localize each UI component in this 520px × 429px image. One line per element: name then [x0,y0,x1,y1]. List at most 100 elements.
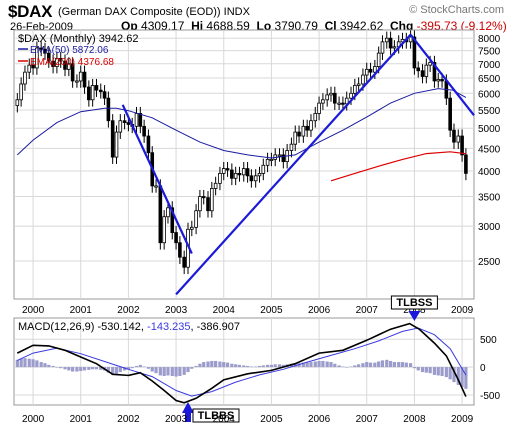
exchange-label: INDX [223,6,250,18]
candle-body [210,188,214,212]
candle-body [424,64,429,77]
price-panel: 2500 3000 3500 4000 4500 5000 5500 6000 6500 7000… [13,29,501,300]
histogram-bar [305,362,309,368]
candle-body [35,47,39,69]
histogram-bar [409,363,413,368]
candle-body [39,47,43,50]
ema50-legend: EMA(50) 5872.06 [30,45,109,56]
candle-body [293,131,298,145]
histogram-bar [94,367,99,370]
histogram-bar [87,367,91,370]
hist-value: -386.907 [197,321,240,333]
macd-panel-title: MACD(12,26,9) -530.142, -143.235, -386.9… [18,321,240,333]
histogram-bar [225,362,230,368]
annotation-arrow-stem [184,412,191,422]
price-y-tick-label: 3000 [478,222,501,233]
histogram-bar [150,367,154,372]
price-y-tick-label: 5000 [478,124,501,135]
histogram-bar [174,367,178,377]
candle-body [225,168,230,171]
histogram-bar [301,362,305,368]
candle-body [321,99,325,104]
candle-body [373,66,377,73]
histogram-bar [99,367,103,370]
candle-body [329,92,333,96]
price-y-tick-label: 8000 [478,34,501,45]
candle-body [277,154,282,157]
candle-body [416,67,421,72]
candle-body [265,158,270,166]
candle-body [178,242,182,258]
price-x-tick-label: 2004 [213,305,236,316]
price-x-tick-label: 2007 [356,305,379,316]
candle-body [384,37,389,43]
price-y-tick-label: 6500 [478,74,501,85]
candle-body [55,57,59,67]
macd-x-tick-label: 2008 [403,414,426,425]
candle-body [51,60,55,67]
candle-body [337,102,341,105]
annotation-arrow-up [181,402,194,413]
trendline [409,33,475,116]
candle-body [230,169,234,179]
histogram-bar [222,362,226,368]
signal-value: -143.235 [147,321,190,333]
candle-body [368,68,373,73]
histogram-bar [111,367,115,375]
trendline [175,33,412,296]
candle-body [380,41,385,54]
candle-body [317,102,321,114]
candle-body [237,172,242,176]
histogram-bar [186,367,190,373]
histogram-bar [397,362,401,368]
histogram-bar [154,367,158,374]
histogram-bar [142,366,146,368]
histogram-bar [55,367,59,368]
histogram-bar [373,362,377,368]
candle-body [241,168,246,176]
histogram-bar [388,360,393,368]
macd-x-tick-label: 2007 [356,414,379,425]
price-x-tick-label: 2002 [117,305,140,316]
price-panel-title: $DAX (Monthly) 3942.62 [18,33,138,45]
histogram-bar [67,367,71,371]
histogram-bar [114,367,119,374]
histogram-bar [329,362,333,368]
candle-body [218,172,222,184]
histogram-bar [138,364,142,368]
histogram-bar [79,367,83,371]
histogram-bar [377,361,381,368]
candle-body [460,135,464,156]
histogram-bar [428,367,432,374]
histogram-bar [261,365,265,368]
price-y-tick-label: 2500 [478,257,501,268]
histogram-bar [420,367,425,373]
candle-body [154,185,158,188]
candle-body [146,135,151,154]
price-x-tick-label: 2009 [451,305,474,316]
macd-y-tick-label: 500 [480,335,497,346]
histogram-bar [345,367,349,368]
histogram-bar [158,367,162,376]
candle-body [174,232,178,244]
macd-y-tick-label: 0 [480,363,486,374]
candle-body [122,120,127,123]
signal-line [17,327,467,397]
candle-body [313,113,318,122]
macd-grid [14,318,474,405]
price-y-tick-label: 4500 [478,144,501,155]
candle-body [261,164,266,174]
candle-body [253,175,258,182]
candle-body [27,64,32,73]
price-y-ticks: 2500 3000 3500 4000 4500 5000 5500 6000 6500 7000… [478,34,501,268]
histogram-bar [43,363,47,368]
price-x-tick-label: 2000 [22,305,45,316]
histogram-bar [91,367,95,370]
histogram-bar [146,367,151,369]
price-y-tick-label: 6000 [478,89,501,100]
trendlines [121,33,475,296]
macd-x-tick-label: 2004 [213,414,236,425]
histogram-bar [404,362,408,368]
histogram-bar [448,367,452,380]
